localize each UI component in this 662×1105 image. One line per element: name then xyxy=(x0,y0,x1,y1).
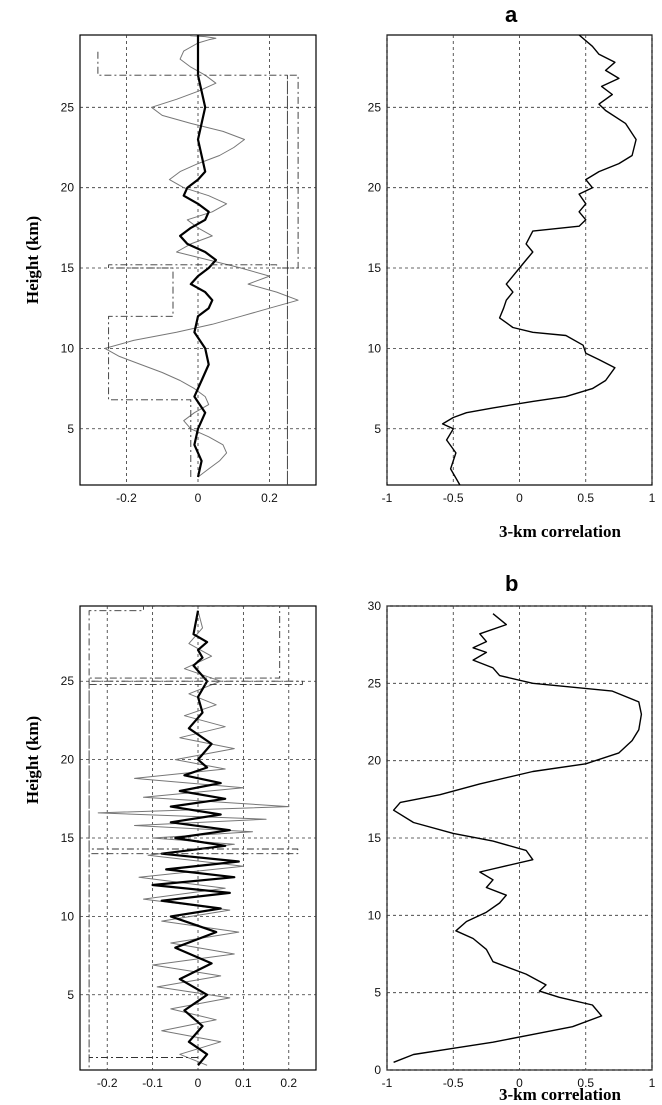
y-tick-label: 15 xyxy=(368,261,382,275)
y-tick-label: 25 xyxy=(61,100,75,114)
series-dash-dot-envelope-2 xyxy=(88,606,303,1069)
series-thick-line-1 xyxy=(151,610,240,1067)
series-thin-oscillation-0 xyxy=(104,35,299,478)
y-tick-label: 0 xyxy=(374,1063,381,1077)
y-axis-label-b: Height (km) xyxy=(23,716,42,804)
x-tick-label: -0.5 xyxy=(443,491,464,505)
y-tick-label: 15 xyxy=(368,831,382,845)
plot-b-left: -0.2 -0.1 0 0.1 0.2 5 10 15 20 25 xyxy=(61,605,317,1090)
y-tick-label: 30 xyxy=(368,599,382,613)
x-tick-label: 0 xyxy=(516,1076,523,1090)
x-tick-label: 0.2 xyxy=(261,491,278,505)
y-tick-label: 25 xyxy=(368,100,382,114)
x-tick-label: -1 xyxy=(382,1076,393,1090)
x-tick-label: -0.1 xyxy=(142,1076,163,1090)
x-tick-label: -1 xyxy=(382,491,393,505)
x-tick-label: 0 xyxy=(195,1076,202,1090)
y-tick-label: 10 xyxy=(368,908,382,922)
x-axis-label-b: 3-km correlation xyxy=(499,1085,622,1104)
x-tick-label: -0.2 xyxy=(97,1076,118,1090)
y-tick-label: 20 xyxy=(61,181,75,195)
y-tick-label: 10 xyxy=(61,341,75,355)
series-line-0 xyxy=(392,613,643,1063)
y-tick-label: 20 xyxy=(368,754,382,768)
y-tick-label: 25 xyxy=(61,674,75,688)
y-tick-label: 20 xyxy=(61,753,75,767)
y-axis-label-a: Height (km) xyxy=(23,216,42,304)
x-tick-label: 1 xyxy=(649,491,656,505)
y-tick-label: 5 xyxy=(67,988,74,1002)
y-tick-label: 20 xyxy=(368,181,382,195)
x-tick-label: 0.5 xyxy=(577,491,594,505)
y-tick-label: 5 xyxy=(374,422,381,436)
series-thick-line-1 xyxy=(179,35,217,478)
panel-label-b: b xyxy=(505,571,518,596)
y-tick-label: 15 xyxy=(61,261,75,275)
x-tick-label: 0.2 xyxy=(280,1076,297,1090)
x-tick-label: 0.5 xyxy=(577,1076,594,1090)
x-tick-label: 0 xyxy=(195,491,202,505)
x-axis-label-a: 3-km correlation xyxy=(499,522,622,541)
series-dash-dot-envelope-2 xyxy=(97,51,299,485)
series-line-0 xyxy=(441,35,637,485)
x-tick-label: -0.5 xyxy=(443,1076,464,1090)
x-tick-label: -0.2 xyxy=(116,491,137,505)
x-tick-label: 0.1 xyxy=(235,1076,252,1090)
y-tick-label: 10 xyxy=(61,909,75,923)
x-tick-label: 1 xyxy=(649,1076,656,1090)
y-tick-label: 5 xyxy=(374,986,381,1000)
x-tick-label: 0 xyxy=(516,491,523,505)
y-tick-label: 5 xyxy=(67,422,74,436)
y-tick-label: 15 xyxy=(61,831,75,845)
y-tick-label: 25 xyxy=(368,676,382,690)
plot-a-left: -0.2 0 0.2 5 10 15 20 25 xyxy=(61,34,317,505)
panel-label-a: a xyxy=(505,2,518,27)
y-tick-label: 10 xyxy=(368,341,382,355)
